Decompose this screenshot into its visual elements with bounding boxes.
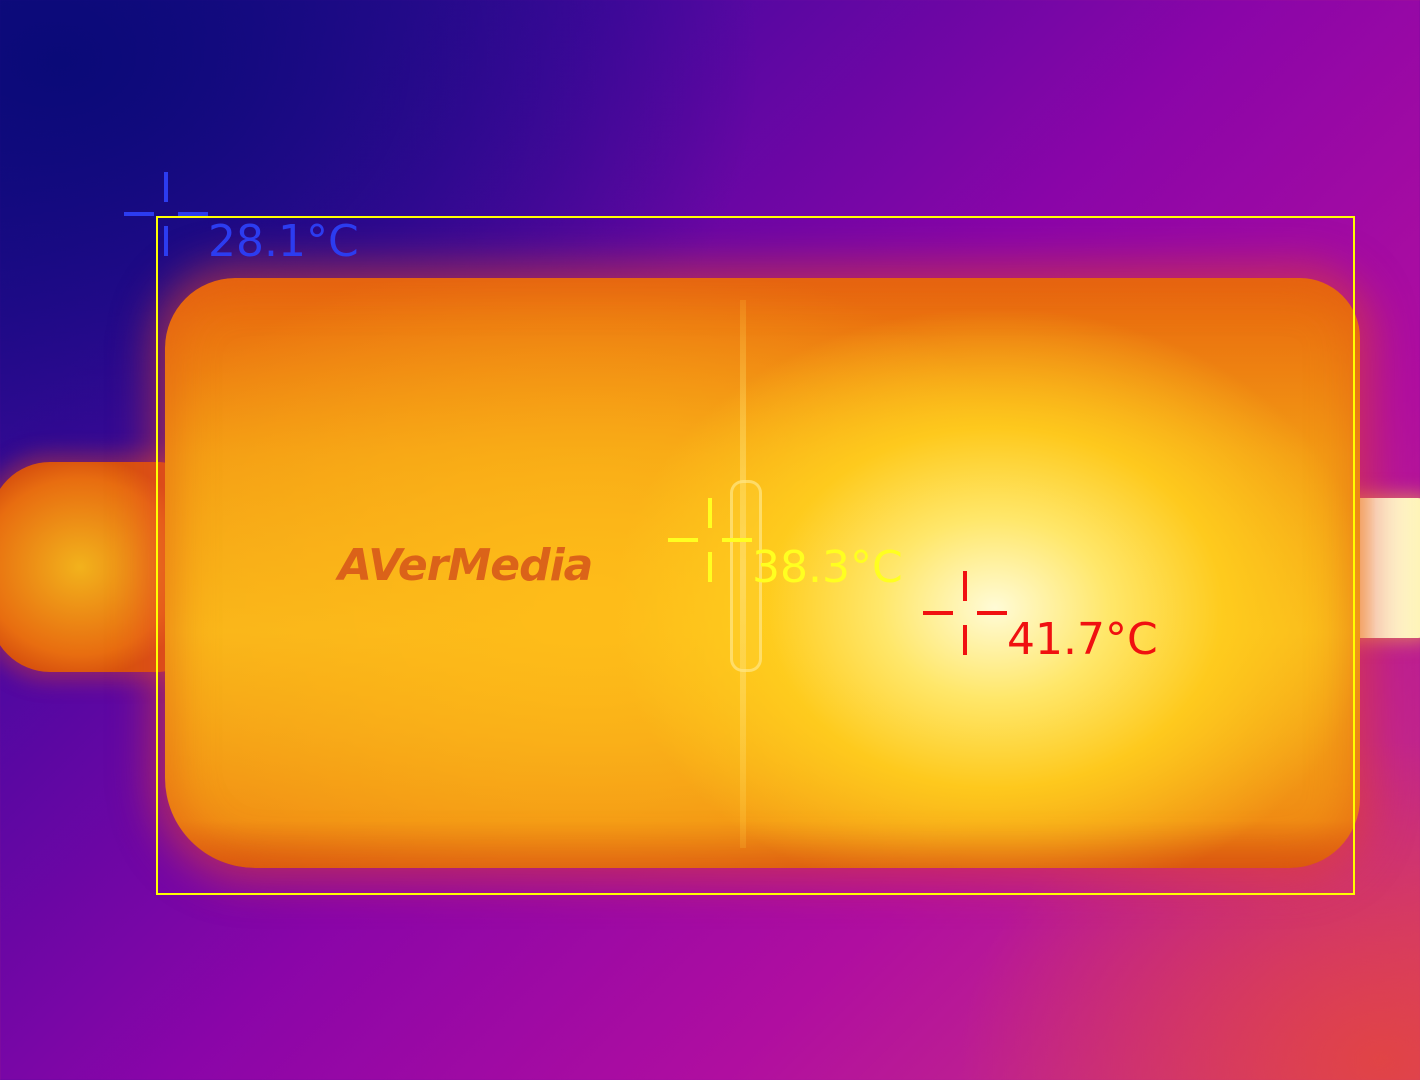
max-temp-readout: 41.7°C	[1007, 618, 1158, 662]
cable-left	[0, 462, 180, 672]
center-temp-crosshair-icon[interactable]	[668, 498, 752, 582]
center-temp-readout: 38.3°C	[752, 546, 903, 590]
min-temp-crosshair-icon[interactable]	[124, 172, 208, 256]
min-temp-readout: 28.1°C	[208, 220, 359, 264]
max-temp-crosshair-icon[interactable]	[923, 571, 1007, 655]
